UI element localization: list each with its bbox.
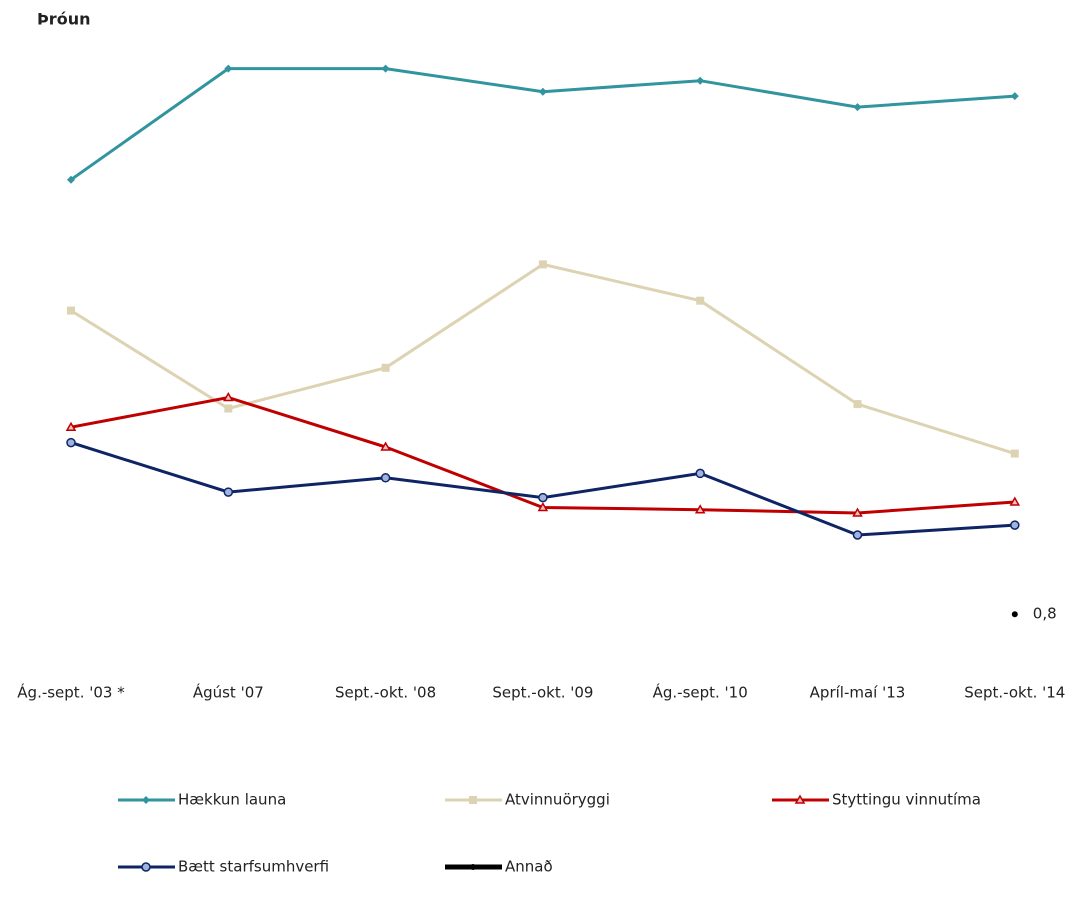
legend-marker — [141, 862, 151, 872]
data-point — [1010, 449, 1019, 458]
series-line — [70, 67, 1015, 181]
data-point — [538, 260, 547, 269]
data-point — [224, 404, 233, 413]
legend-label: Bætt starfsumhverfi — [178, 858, 329, 876]
legend-marker — [470, 864, 476, 870]
data-point — [852, 530, 863, 540]
data-point — [381, 363, 390, 372]
data-point — [224, 64, 233, 73]
data-point — [696, 76, 705, 85]
data-label: 0,8 — [1033, 605, 1057, 623]
data-point — [67, 306, 75, 315]
x-tick-label: Apríl-maí '13 — [810, 684, 906, 702]
data-point — [65, 421, 77, 431]
series-line — [70, 262, 1016, 456]
x-tick-label: Ág.-sept. '10 — [653, 683, 748, 702]
legend-marker — [469, 796, 477, 804]
data-point — [381, 64, 390, 73]
data-point — [538, 87, 547, 96]
data-point — [695, 468, 705, 479]
data-point — [853, 103, 862, 112]
legend-label: Atvinnuöryggi — [505, 791, 610, 809]
x-tick-label: Ág.-sept. '03 * — [17, 683, 125, 702]
data-point — [853, 400, 862, 409]
data-point — [694, 504, 706, 514]
chart-title: Þróun — [37, 10, 90, 29]
legend-marker — [142, 796, 150, 804]
data-point — [380, 441, 391, 451]
legend-label: Styttingu vinnutíma — [832, 791, 981, 809]
data-point — [538, 492, 548, 503]
data-point — [1010, 520, 1020, 530]
x-tick-label: Sept.-okt. '14 — [964, 684, 1065, 702]
data-point — [1009, 496, 1021, 506]
data-point — [66, 437, 76, 448]
data-point — [380, 473, 391, 483]
x-tick-label: Sept.-okt. '09 — [492, 684, 593, 702]
legend-marker — [794, 794, 806, 804]
data-point — [1010, 92, 1019, 101]
x-tick-label: Ágúst '07 — [193, 683, 264, 702]
data-point — [223, 487, 234, 497]
data-point — [696, 296, 705, 305]
data-point — [537, 501, 549, 512]
legend-label: Hækkun launa — [178, 791, 286, 809]
data-point — [1011, 611, 1018, 618]
legend-label: Annað — [505, 858, 553, 876]
series-line — [70, 441, 1015, 537]
data-point — [67, 175, 75, 184]
x-tick-label: Sept.-okt. '08 — [335, 684, 436, 702]
data-point — [223, 391, 234, 402]
data-point — [852, 507, 863, 517]
